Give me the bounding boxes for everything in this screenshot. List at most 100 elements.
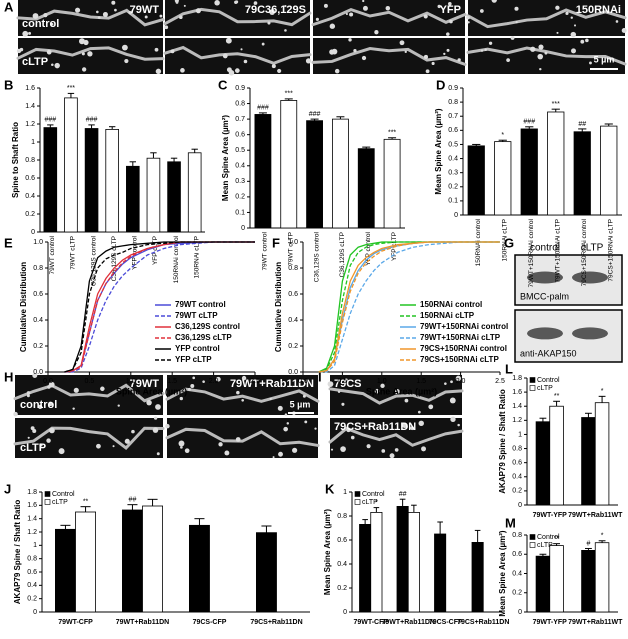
spine (530, 46, 536, 52)
row-label: control (20, 399, 57, 411)
panel-label: L (505, 361, 513, 376)
bar (64, 97, 78, 233)
bar (280, 100, 298, 229)
bar (494, 141, 512, 216)
row-label: cLTP (20, 442, 46, 454)
spine (514, 6, 519, 11)
y-tick-label: 1 (33, 542, 37, 549)
spine (443, 52, 446, 56)
spine (538, 44, 544, 50)
spine (374, 388, 380, 394)
bar (535, 421, 551, 506)
spine (187, 387, 191, 391)
y-tick-label: 1 (31, 139, 35, 146)
image-label: 150RNAi (576, 4, 621, 16)
dendrite (328, 426, 464, 447)
spine (22, 30, 29, 37)
spine (100, 386, 105, 392)
bar (520, 128, 538, 216)
x-tick-label: 79WT cLTP (287, 232, 294, 266)
spine (362, 0, 365, 3)
bar (549, 545, 564, 613)
spine (284, 29, 287, 32)
spine (102, 11, 108, 17)
spine (389, 453, 395, 459)
spine (340, 446, 346, 453)
legend-swatch (529, 377, 536, 383)
y-tick-label: 0.2 (33, 343, 43, 350)
x-tick-label: YFP cLTP (152, 236, 159, 265)
bar (43, 127, 58, 233)
spine (515, 21, 518, 24)
spine (271, 64, 276, 69)
x-tick-label: 79WT cLTP (70, 236, 77, 270)
x-tick-label: 79WT-YFP (533, 619, 568, 626)
spine (284, 413, 288, 416)
bar (105, 128, 119, 233)
image-label: 79WT+Rab11DN (230, 378, 314, 390)
y-tick-label: 0.4 (512, 570, 522, 577)
x-tick-label: 79WT+Rab11WT (568, 619, 623, 626)
bar (75, 511, 97, 613)
y-tick-label: 1.8 (27, 489, 37, 496)
spine (334, 68, 340, 74)
spine (243, 59, 248, 64)
spine (26, 391, 31, 395)
panel-label: M (505, 515, 516, 530)
x-tick-label: 79WT+Rab11DN (382, 619, 436, 626)
row-label: cLTP (22, 56, 48, 68)
x-tick-label: 2.0 (456, 378, 466, 385)
cdf-line (318, 241, 500, 373)
legend-label: 79CS+150RNAi cLTP (420, 355, 499, 364)
y-tick-label: 1 (343, 489, 347, 496)
spine (146, 399, 152, 406)
legend-label: cLTP (537, 385, 553, 392)
y-tick-label: 0.0 (288, 369, 298, 376)
spine (234, 0, 238, 5)
spine (362, 5, 368, 11)
x-tick-label: 0.0 (43, 378, 53, 385)
legend-label: Control (362, 491, 385, 498)
dendrite (16, 46, 165, 61)
spine (418, 420, 424, 427)
dendrite (328, 387, 464, 405)
spine (183, 4, 186, 7)
y-tick-label: 0.6 (448, 127, 458, 134)
y-tick-label: 0.5 (235, 147, 245, 154)
spine (214, 0, 220, 6)
x-tick-label: YFP control (365, 231, 372, 265)
y-tick-label: 0 (518, 609, 522, 616)
spine (410, 426, 415, 431)
significance: *** (67, 85, 75, 92)
band (527, 271, 563, 284)
y-tick-label: 0.6 (33, 291, 43, 298)
spine (97, 16, 101, 19)
spine (178, 440, 185, 447)
dendrite (13, 383, 165, 403)
cdf-line (318, 241, 500, 373)
spine (96, 443, 101, 449)
spine (506, 58, 510, 63)
spine (124, 438, 130, 444)
significance: ### (44, 117, 56, 124)
significance: * (501, 132, 504, 139)
dendrite (466, 8, 627, 29)
spine (423, 54, 429, 60)
y-tick-label: 1.2 (512, 417, 522, 424)
spine (404, 50, 407, 54)
spine (385, 6, 391, 11)
y-tick-label: 0.5 (448, 141, 458, 148)
y-tick-label: 1.2 (27, 529, 37, 536)
spine (417, 410, 421, 414)
y-axis-label: AKAP79 Spine / Shaft Ratio (498, 389, 507, 494)
spine (327, 381, 334, 387)
spine (180, 445, 183, 449)
legend-label: cLTP (362, 499, 378, 506)
y-axis-label: Cumulative Distribution (274, 262, 283, 352)
y-tick-label: 0.0 (33, 369, 43, 376)
bar (581, 550, 596, 613)
y-tick-label: 0.9 (448, 85, 458, 92)
legend-label: C36,129S cLTP (175, 333, 232, 342)
spine (345, 12, 348, 16)
y-tick-label: 0.2 (512, 590, 522, 597)
